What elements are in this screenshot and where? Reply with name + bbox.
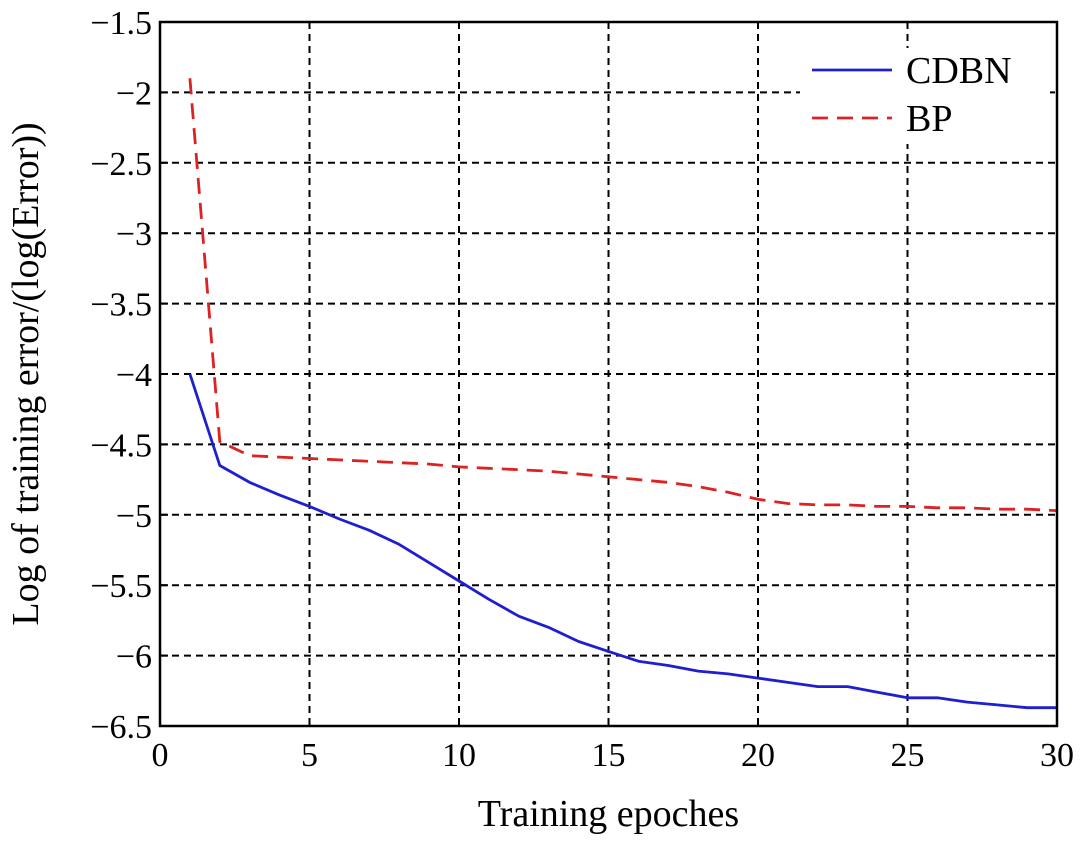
- y-tick-label: −2: [116, 75, 152, 112]
- x-tick-label: 10: [442, 737, 476, 774]
- legend-label-cdbn: CDBN: [906, 50, 1012, 92]
- legend-label-bp: BP: [906, 98, 952, 140]
- x-tick-label: 20: [741, 737, 775, 774]
- y-axis-title: Log of training error/(log(Error)): [5, 122, 47, 625]
- series-lines: [188, 78, 1058, 710]
- legend: CDBN BP: [800, 48, 1050, 144]
- y-tick-label: −4: [116, 357, 152, 394]
- x-tick-label: 0: [152, 737, 169, 774]
- y-tick-label: −6.5: [90, 709, 152, 746]
- grid: [160, 22, 1057, 726]
- y-axis-ticks: −1.5 −2 −2.5 −3 −3.5 −4 −4.5 −5 −5.5 −6 −6.5: [90, 5, 168, 746]
- x-tick-label: 25: [891, 737, 925, 774]
- x-axis-ticks: 0 5 10 15 20 25 30: [152, 718, 1074, 774]
- series-line-cdbn: [188, 373, 1057, 710]
- x-tick-label: 5: [301, 737, 318, 774]
- y-tick-label: −6: [116, 639, 152, 676]
- legend-background: [800, 48, 1050, 144]
- y-tick-label: −2.5: [90, 146, 152, 183]
- y-tick-label: −1.5: [90, 5, 152, 42]
- series-line-bp: [188, 78, 1058, 512]
- x-tick-label: 30: [1040, 737, 1074, 774]
- x-axis-title: Training epoches: [478, 793, 739, 835]
- y-tick-label: −3: [116, 216, 152, 253]
- y-tick-label: −4.5: [90, 427, 152, 464]
- x-tick-label: 15: [592, 737, 626, 774]
- y-tick-label: −5: [116, 498, 152, 535]
- y-tick-label: −3.5: [90, 287, 152, 324]
- y-tick-label: −5.5: [90, 568, 152, 605]
